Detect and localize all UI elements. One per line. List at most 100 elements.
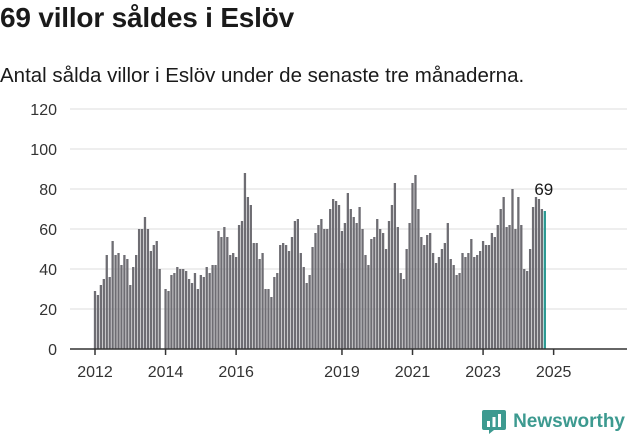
brand-name: Newsworthy [513,411,625,432]
bar [249,205,252,349]
bar [329,209,332,349]
bar [534,197,538,349]
bar [481,241,485,349]
y-tick-label: 80 [39,182,57,199]
bar [205,267,208,349]
bar [111,241,114,349]
bar [317,225,320,349]
bar [167,291,170,349]
bar [449,259,452,349]
bar [202,277,205,349]
y-tick-label: 100 [30,142,57,159]
bar [452,265,455,349]
bar [102,279,105,349]
bar [537,199,541,349]
y-tick-label: 40 [39,262,57,279]
bar [176,267,179,349]
bar [434,263,438,349]
bar [273,277,276,349]
bar [523,269,526,349]
bar [135,255,138,349]
bar [443,243,447,349]
bar [426,235,429,349]
bar [258,259,261,349]
bar [187,279,191,349]
bars [93,173,546,349]
bar [514,229,517,349]
bar [517,197,520,349]
bar [526,271,529,349]
bar [214,265,217,349]
bar [364,255,367,349]
bar [279,245,282,349]
bar [267,289,270,349]
bar [179,269,182,349]
bar [137,229,141,349]
value-annotation: 69 [534,180,553,199]
bar [337,205,341,349]
bar [484,245,488,349]
bar [440,249,444,349]
bar [105,255,108,349]
newsworthy-logo-icon [482,410,507,434]
bar [376,219,379,349]
bar [367,265,370,349]
bar [352,217,355,349]
bar [99,285,103,349]
chart-title: 69 villor såldes i Eslöv [0,2,295,33]
bar [229,255,232,349]
bar [343,223,347,349]
bar [143,217,147,349]
bar [370,239,373,349]
bar [305,283,308,349]
bar [308,275,311,349]
bar [423,245,426,349]
x-tick-label: 2021 [395,364,431,381]
bar [184,271,188,349]
bar [461,253,464,349]
bar [499,209,502,349]
bar [120,265,123,349]
bar [520,225,523,349]
x-tick-label: 2012 [77,364,113,381]
bar [158,269,161,349]
brand-logo[interactable]: Newsworthy [481,409,625,435]
bar [170,275,173,349]
x-tick-label: 2014 [148,364,184,381]
bar [232,253,235,349]
bar [234,257,238,349]
bar [237,225,241,349]
y-tick-label: 120 [30,102,57,119]
bar [276,273,279,349]
bar [414,175,417,349]
bar [373,237,376,349]
bar [478,251,482,349]
bar [149,251,153,349]
y-tick-label: 60 [39,222,57,239]
bar [302,267,305,349]
bar [190,283,194,349]
bar [243,173,247,349]
bar [408,223,411,349]
bar [455,275,458,349]
bar [284,245,288,349]
bar [220,237,223,349]
bar [490,233,494,349]
bar [182,269,185,349]
x-axis: 2012 2014 2016 2019 2021 2023 2025 [70,348,627,381]
bar [390,205,394,349]
bar [505,227,508,349]
bar [140,229,144,349]
x-tick-label: 2019 [324,364,360,381]
y-axis-tick-labels: 0 20 40 60 80 100 120 [30,102,57,359]
bar [193,273,197,349]
chart-subtitle: Antal sålda villor i Eslöv under de sena… [0,64,525,87]
bar [467,253,470,349]
bar [223,227,226,349]
bar [381,233,385,349]
bar [252,243,255,349]
bar [282,243,285,349]
bar [508,225,511,349]
bar [393,183,397,349]
bar [173,273,176,349]
